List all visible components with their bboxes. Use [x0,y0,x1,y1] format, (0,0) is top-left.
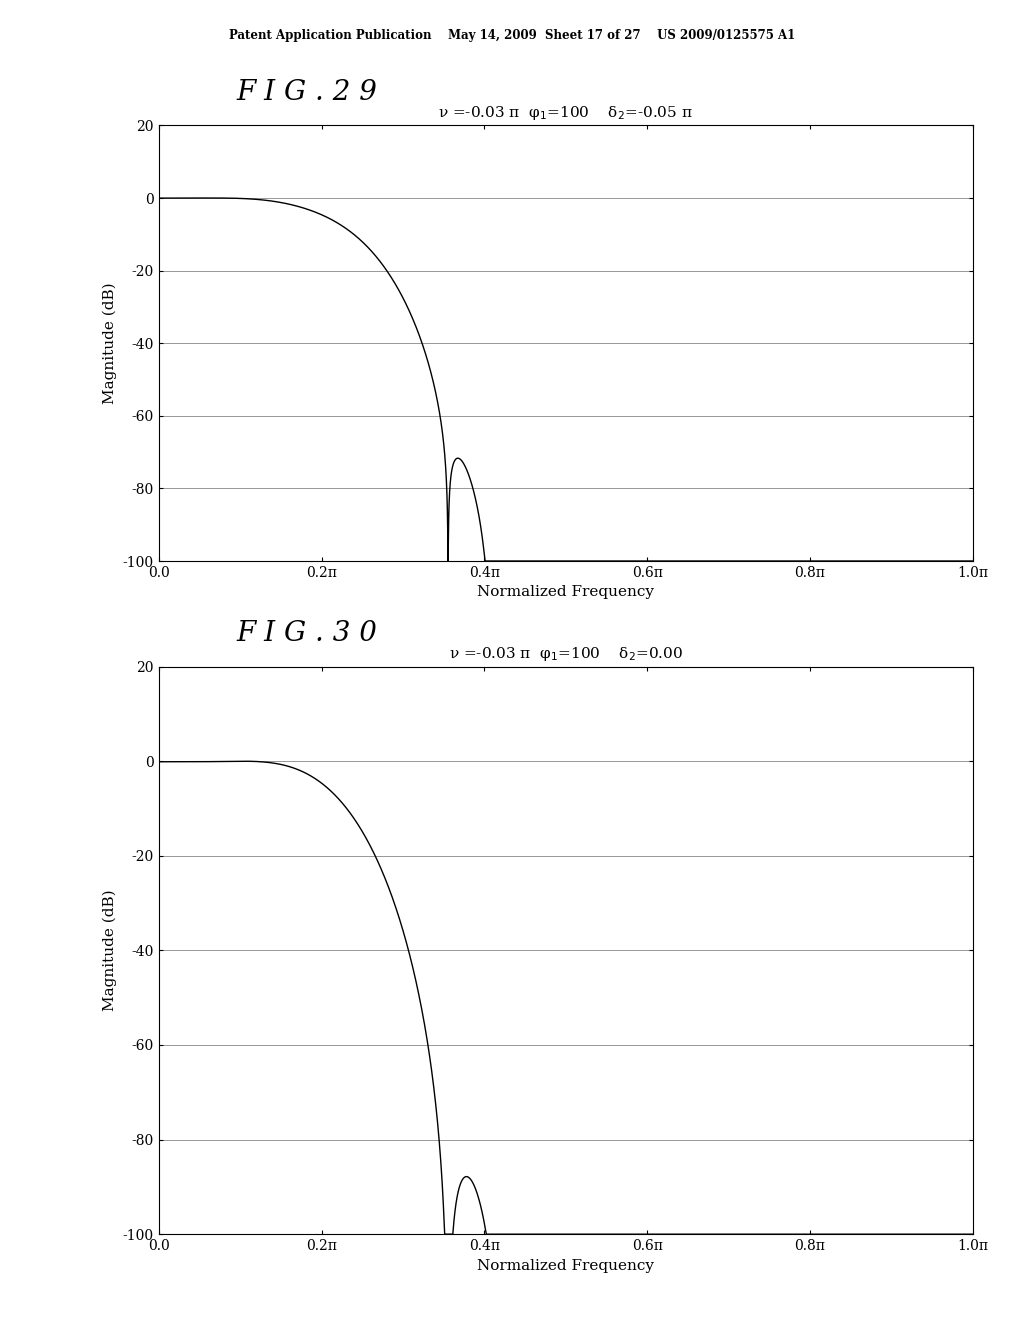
Y-axis label: Magnitude (dB): Magnitude (dB) [102,282,117,404]
Title: ν =-0.03 π  φ$_1$=100    δ$_2$=0.00: ν =-0.03 π φ$_1$=100 δ$_2$=0.00 [449,645,683,663]
Title: ν =-0.03 π  φ$_1$=100    δ$_2$=-0.05 π: ν =-0.03 π φ$_1$=100 δ$_2$=-0.05 π [438,104,693,121]
Text: F I G . 2 9: F I G . 2 9 [237,79,378,106]
Text: F I G . 3 0: F I G . 3 0 [237,620,378,647]
Y-axis label: Magnitude (dB): Magnitude (dB) [102,890,117,1011]
Text: Patent Application Publication    May 14, 2009  Sheet 17 of 27    US 2009/012557: Patent Application Publication May 14, 2… [229,29,795,42]
X-axis label: Normalized Frequency: Normalized Frequency [477,585,654,599]
X-axis label: Normalized Frequency: Normalized Frequency [477,1258,654,1272]
